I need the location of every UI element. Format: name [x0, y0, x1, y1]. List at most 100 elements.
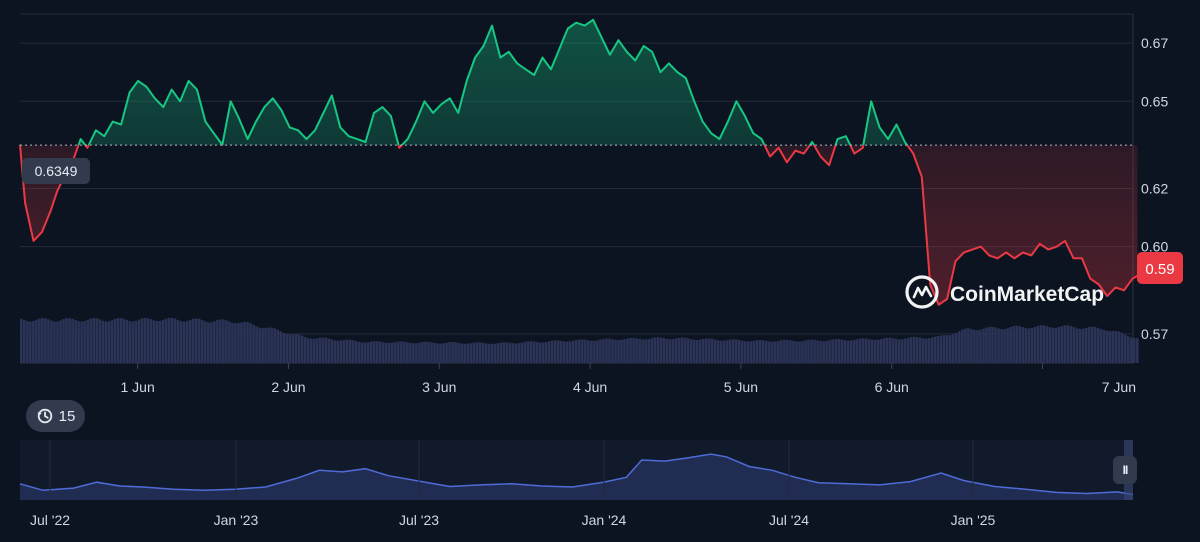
volume-bar: [952, 334, 955, 363]
volume-bar: [490, 343, 494, 363]
volume-bar: [1012, 326, 1015, 363]
volume-bar: [303, 336, 307, 363]
area-below-baseline: [20, 145, 1138, 305]
volume-bar: [774, 341, 777, 363]
volume-bar: [213, 321, 216, 363]
volume-bar: [900, 339, 904, 363]
navigator-handle[interactable]: II: [1113, 456, 1137, 484]
volume-bar: [219, 319, 222, 363]
volume-bar: [155, 321, 159, 363]
volume-bar: [92, 317, 95, 363]
volume-bar: [50, 320, 53, 363]
volume-bar: [849, 340, 853, 363]
x-axis: 1 Jun 2 Jun 3 Jun 4 Jun 5 Jun 6 Jun 7 Jun: [121, 363, 1136, 395]
volume-bar: [110, 320, 114, 363]
volume-bar: [83, 320, 86, 363]
volume-bar: [47, 319, 50, 363]
volume-bar: [315, 338, 319, 363]
volume-bar: [113, 319, 117, 363]
volume-bar: [556, 340, 560, 363]
volume-bar: [553, 340, 557, 363]
volume-bar: [119, 317, 123, 363]
volume-bar: [122, 318, 126, 363]
volume-bar: [514, 343, 518, 363]
volume-bar: [1108, 331, 1112, 363]
navigator-x-label: Jul '24: [769, 512, 809, 528]
volume-bar: [939, 335, 943, 363]
volume-bar: [412, 343, 415, 363]
volume-bar: [641, 339, 644, 363]
volume-bar: [565, 341, 569, 363]
watermark-text: CoinMarketCap: [950, 283, 1104, 306]
volume-bar: [80, 321, 83, 363]
volume-bar: [487, 343, 491, 363]
volume-bar: [427, 341, 430, 363]
volume-bar: [593, 340, 596, 363]
volume-bar: [44, 318, 47, 363]
volume-bar: [252, 324, 255, 363]
volume-bar: [496, 343, 500, 363]
volume-bar: [707, 338, 711, 363]
volume-bar: [32, 320, 35, 363]
volume-bar: [35, 319, 38, 363]
volume-bar: [1078, 328, 1082, 363]
volume-bar: [249, 323, 252, 363]
volume-bar: [1099, 329, 1103, 363]
volume-bar: [391, 342, 394, 363]
volume-bar: [400, 341, 403, 363]
volume-bar: [535, 342, 539, 363]
volume-bar: [161, 319, 165, 363]
volume-bar: [985, 327, 988, 363]
volume-bar: [798, 341, 801, 363]
volume-bar: [894, 338, 898, 363]
volume-bar: [1063, 325, 1067, 363]
volume-bar: [804, 340, 807, 363]
volume-bar: [1114, 331, 1118, 363]
volume-bar: [737, 339, 741, 363]
volume-bar: [321, 337, 325, 363]
volume-bar: [550, 340, 554, 363]
volume-bar: [297, 334, 301, 363]
volume-bar: [86, 319, 89, 363]
history-badge[interactable]: 15: [26, 400, 85, 432]
volume-bar: [689, 339, 693, 363]
volume-bar: [964, 328, 967, 363]
volume-bar: [620, 339, 623, 363]
volume-bar: [665, 338, 669, 363]
volume-bar: [1042, 325, 1046, 363]
volume-bar: [599, 339, 602, 363]
volume-bar: [936, 336, 940, 363]
volume-bar: [1081, 328, 1085, 363]
volume-bar: [1027, 328, 1031, 363]
volume-bar: [270, 327, 273, 363]
volume-bar: [366, 342, 370, 363]
volume-bar: [140, 318, 144, 363]
volume-bar: [526, 341, 530, 363]
navigator-x-label: Jan '24: [582, 512, 627, 528]
volume-bar: [53, 321, 56, 363]
volume-bar: [982, 328, 985, 363]
volume-bar: [611, 339, 614, 363]
volume-bar: [234, 323, 237, 363]
volume-bar: [324, 337, 328, 363]
volume-bar: [795, 341, 798, 363]
baseline-value: 0.6349: [35, 163, 78, 179]
volume-bar: [979, 329, 982, 363]
volume-bar: [873, 339, 877, 363]
volume-bar: [547, 341, 551, 363]
volume-bar: [342, 340, 346, 363]
navigator[interactable]: [19, 440, 1134, 500]
volume-bar: [276, 329, 279, 363]
volume-bar: [650, 338, 653, 363]
volume-bar: [692, 339, 696, 363]
volume-bar: [41, 317, 44, 363]
volume-bar: [656, 337, 660, 363]
volume-bar: [834, 339, 837, 363]
volume-bar: [1000, 329, 1003, 363]
volume-bar: [406, 342, 409, 363]
volume-bar: [701, 339, 705, 363]
volume-bar: [719, 340, 723, 363]
volume-bar: [336, 340, 340, 363]
volume-bar: [716, 340, 720, 363]
volume-bar: [345, 339, 349, 363]
